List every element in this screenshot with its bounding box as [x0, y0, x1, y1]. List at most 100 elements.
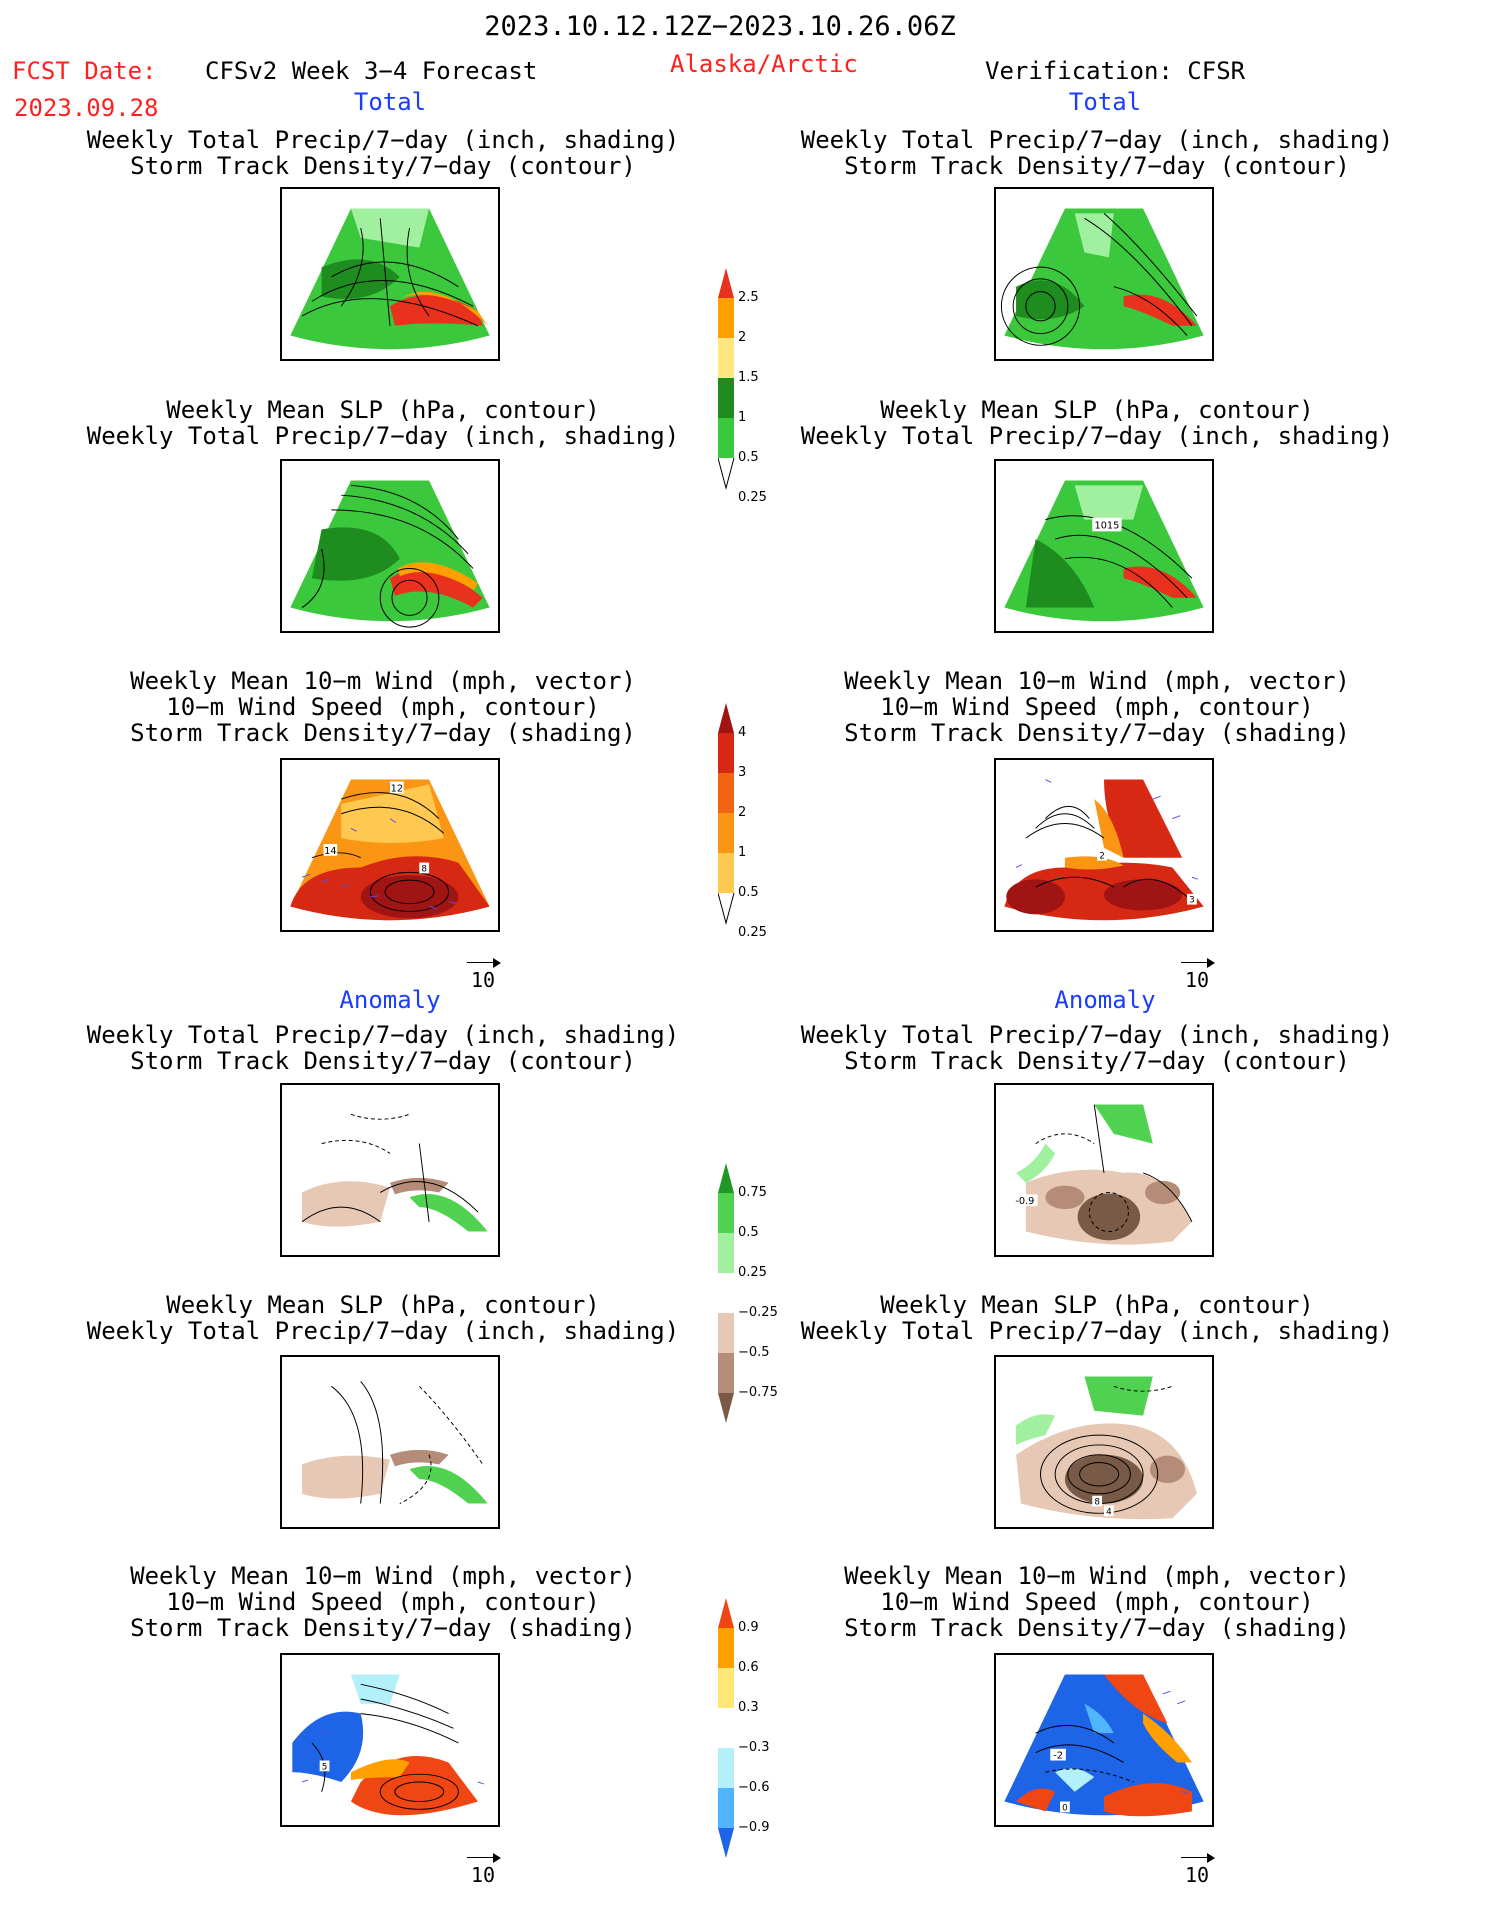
- panel-title-precip-anom-left: Weekly Total Precip/7−day (inch, shading…: [86, 1021, 680, 1075]
- colorbar-segment: [718, 1748, 734, 1788]
- colorbar-segment: [718, 1788, 734, 1828]
- map-wind-anom-left: 5: [280, 1653, 500, 1827]
- colorbar-tail-bottom: [717, 457, 735, 490]
- colorbar-segment: [718, 1628, 734, 1668]
- map-slp-total-right: 1015: [994, 459, 1214, 633]
- wind-contour-label: 14: [324, 846, 336, 857]
- colorbar-segment: [718, 1708, 734, 1748]
- date-range-title: 2023.10.12.12Z−2023.10.26.06Z: [484, 11, 956, 42]
- panel-title-precip-anom-right: Weekly Total Precip/7−day (inch, shading…: [800, 1021, 1394, 1075]
- colorbar-tail-top: [718, 703, 734, 733]
- panel-title-precip-total-right: Weekly Total Precip/7−day (inch, shading…: [800, 126, 1394, 180]
- colorbar-tick-label: 0.5: [738, 1225, 759, 1240]
- colorbar-segment: [718, 418, 734, 458]
- panel-title-slp-total-right: Weekly Mean SLP (hPa, contour) Weekly To…: [800, 396, 1394, 450]
- panel-title-slp-anom-right: Weekly Mean SLP (hPa, contour) Weekly To…: [800, 1291, 1394, 1345]
- colorbar-tick-label: −0.25: [738, 1305, 778, 1320]
- panel-title-wind-total-right: Weekly Mean 10−m Wind (mph, vector) 10−m…: [844, 667, 1350, 747]
- colorbar-tick-label: 0.6: [738, 1660, 759, 1675]
- colorbar-segment: [718, 338, 734, 378]
- map-precip-total-left: [280, 187, 500, 361]
- vector-scale-total-left: 10: [463, 958, 503, 992]
- section-total-right: Total: [1068, 88, 1142, 116]
- panel-title-precip-total-left: Weekly Total Precip/7−day (inch, shading…: [86, 126, 680, 180]
- colorbar-tick-label: 0.3: [738, 1700, 759, 1715]
- map-precip-anom-left: [280, 1083, 500, 1257]
- colorbar-segment: [718, 378, 734, 418]
- section-anomaly-left: Anomaly: [339, 986, 441, 1014]
- colorbar-tick-label: −0.75: [738, 1385, 778, 1400]
- colorbar-tick-label: −0.9: [738, 1820, 770, 1835]
- panel-title-slp-total-left: Weekly Mean SLP (hPa, contour) Weekly To…: [86, 396, 680, 450]
- panel-title-slp-anom-left: Weekly Mean SLP (hPa, contour) Weekly To…: [86, 1291, 680, 1345]
- colorbar-segment: [718, 1313, 734, 1353]
- map-slp-anom-right: 8 4: [994, 1355, 1214, 1529]
- colorbar-segment: [718, 1233, 734, 1273]
- wind-contour-label: 12: [391, 783, 403, 794]
- colorbar-tick-label: 2.5: [738, 290, 759, 305]
- panel-title-wind-anom-right: Weekly Mean 10−m Wind (mph, vector) 10−m…: [844, 1562, 1350, 1642]
- colorbar-tick-label: 0.5: [738, 450, 759, 465]
- colorbar-tick-label: 1.5: [738, 370, 759, 385]
- map-slp-anom-left: [280, 1355, 500, 1529]
- colorbar-tick-label: 0.75: [738, 1185, 767, 1200]
- arrow-right-icon: [463, 958, 503, 968]
- fcst-date-label: FCST Date:: [12, 57, 157, 85]
- wind-contour-label: 3: [1189, 896, 1195, 906]
- colorbar-segment: [718, 1193, 734, 1233]
- colorbar-svg: [718, 1598, 734, 1858]
- panel-title-wind-total-left: Weekly Mean 10−m Wind (mph, vector) 10−m…: [130, 667, 636, 747]
- colorbar-segment: [718, 1353, 734, 1393]
- colorbar-svg: [717, 268, 735, 490]
- wind-contour-label: 2: [1099, 852, 1105, 862]
- colorbar-precip-total: 2.5 2 1.5 1 0.5 0.25: [717, 268, 828, 505]
- colorbar-tick-label: 2: [738, 330, 747, 345]
- colorbar-tick-label: 0.5: [738, 885, 759, 900]
- vector-scale-label: 10: [470, 1863, 496, 1887]
- colorbar-tick-label: 4: [738, 725, 747, 740]
- colorbar-segment: [718, 298, 734, 338]
- map-wind-total-left: 12 14 8: [280, 758, 500, 932]
- arrow-right-icon: [1177, 1853, 1217, 1863]
- map-precip-total-right: [994, 187, 1214, 361]
- colorbar-tail-bottom: [717, 892, 735, 925]
- vector-scale-anom-right: 10: [1177, 1853, 1217, 1887]
- colorbar-tick-label: 0.25: [738, 490, 767, 505]
- colorbar-tick-label: 3: [738, 765, 747, 780]
- colorbar-tail-bottom: [718, 1828, 734, 1858]
- colorbar-segment: [718, 1668, 734, 1708]
- vector-scale-total-right: 10: [1177, 958, 1217, 992]
- colorbar-svg: [718, 1163, 734, 1423]
- colorbar-tail-top: [718, 1598, 734, 1628]
- colorbar-storm-anom: 0.9 0.6 0.3 −0.3 −0.6 −0.9: [718, 1598, 828, 1866]
- colorbar-precip-anom: 0.75 0.5 0.25 −0.25 −0.5 −0.75: [718, 1163, 828, 1431]
- colorbar-segment: [718, 773, 734, 813]
- wind-contour-label: 5: [322, 1762, 328, 1772]
- panel-title-wind-anom-left: Weekly Mean 10−m Wind (mph, vector) 10−m…: [130, 1562, 636, 1642]
- section-anomaly-right: Anomaly: [1054, 986, 1156, 1014]
- product-title: CFSv2 Week 3−4 Forecast: [205, 57, 538, 85]
- colorbar-svg: [717, 703, 735, 925]
- arrow-right-icon: [463, 1853, 503, 1863]
- colorbar-segment: [718, 1273, 734, 1313]
- colorbar-tick-label: 0.9: [738, 1620, 759, 1635]
- section-total-left: Total: [353, 88, 427, 116]
- vector-scale-label: 10: [1184, 1863, 1210, 1887]
- map-precip-anom-right: -0.9: [994, 1083, 1214, 1257]
- map-wind-total-right: 2 3: [994, 758, 1214, 932]
- region-title: Alaska/Arctic: [670, 50, 858, 78]
- colorbar-tail-bottom: [718, 1393, 734, 1423]
- map-wind-anom-right: -2 0: [994, 1653, 1214, 1827]
- colorbar-segment: [718, 813, 734, 853]
- colorbar-tick-label: 1: [738, 410, 747, 425]
- verification-title: Verification: CFSR: [985, 57, 1246, 85]
- map-slp-total-left: [280, 459, 500, 633]
- colorbar-tick-label: −0.5: [738, 1345, 770, 1360]
- colorbar-tail-top: [718, 268, 734, 298]
- slp-contour-label: 8: [1094, 1498, 1100, 1508]
- colorbar-segment: [718, 733, 734, 773]
- colorbar-tick-label: 1: [738, 845, 747, 860]
- colorbar-storm-total: 4 3 2 1 0.5 0.25: [717, 703, 828, 940]
- wind-contour-label: 8: [421, 864, 427, 874]
- fcst-date-value: 2023.09.28: [14, 94, 159, 122]
